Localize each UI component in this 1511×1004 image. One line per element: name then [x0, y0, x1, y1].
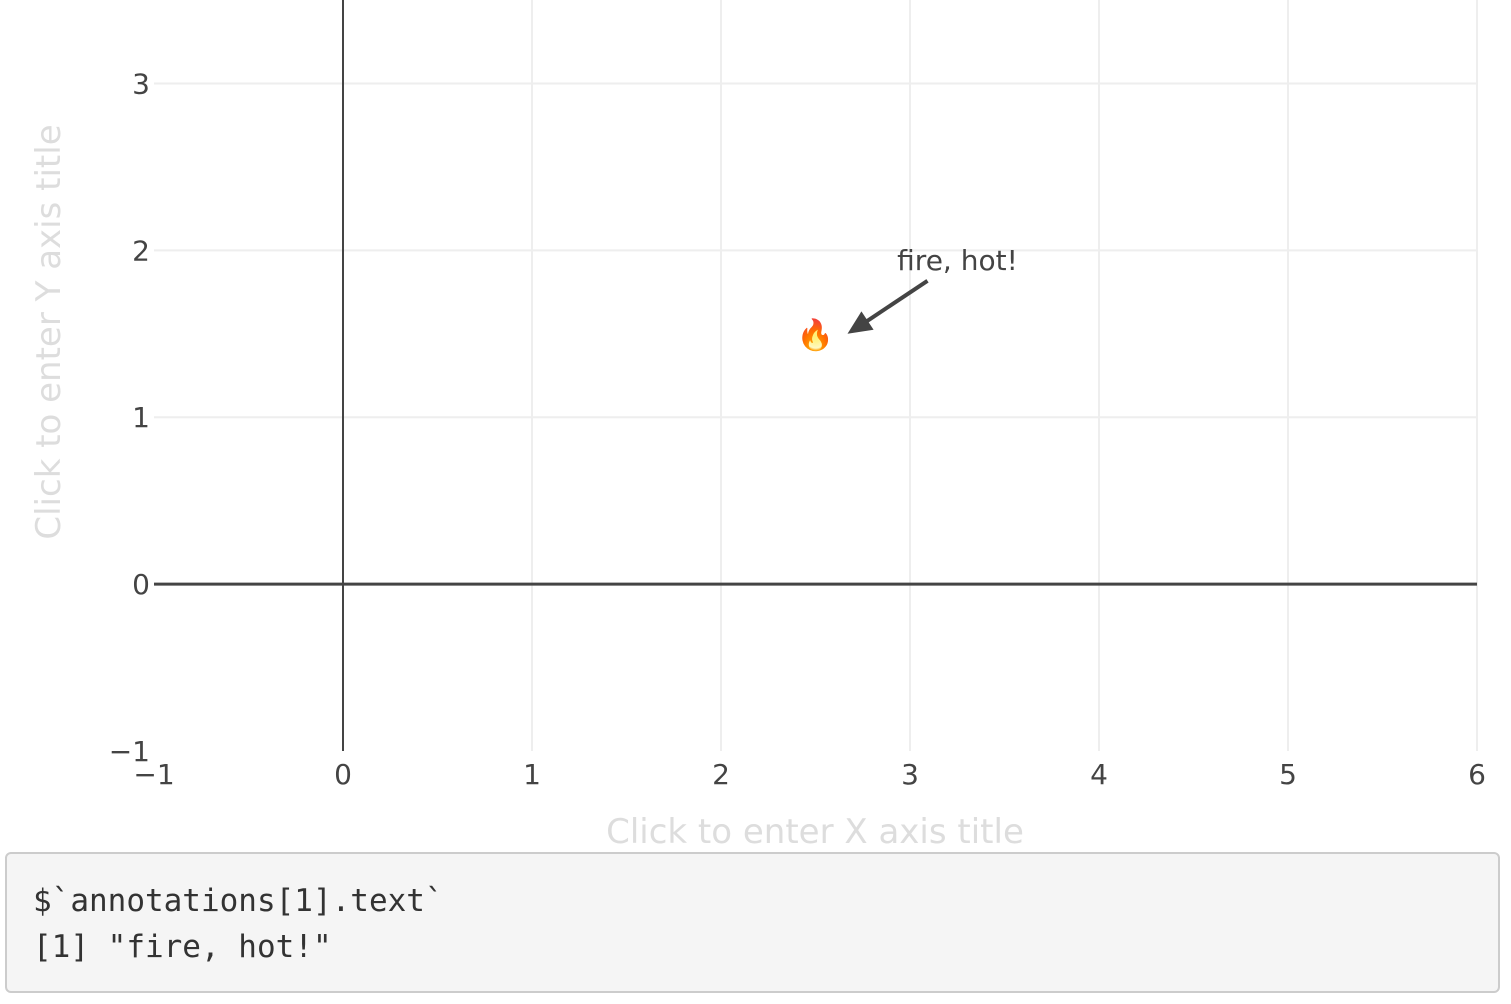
marker-layer: 🔥 [797, 317, 834, 353]
tick-layer: −1 0 1 2 3 4 5 6 −1 0 1 2 3 [109, 67, 1486, 791]
chart-svg[interactable]: −1 0 1 2 3 4 5 6 −1 0 1 2 3 🔥 fire, hot! Click to en… [0, 0, 1511, 850]
plot-area[interactable]: −1 0 1 2 3 4 5 6 −1 0 1 2 3 🔥 fire, hot! Click to en… [0, 0, 1511, 850]
x-tick-label: 1 [523, 758, 541, 791]
x-tick-label: 0 [334, 758, 352, 791]
annotation-arrowhead [847, 311, 874, 334]
x-axis-title[interactable]: Click to enter X axis title [606, 812, 1024, 850]
x-tick-label: 6 [1468, 758, 1486, 791]
console-line-2: [1] "fire, hot!" [33, 929, 332, 965]
y-tick-label: 1 [132, 401, 150, 434]
y-tick-label: −1 [109, 735, 150, 768]
y-axis-title[interactable]: Click to enter Y axis title [29, 124, 69, 539]
x-tick-label: 3 [901, 758, 919, 791]
x-tick-label: 5 [1279, 758, 1297, 791]
annotation-label[interactable]: fire, hot! [897, 244, 1018, 277]
zeroline-layer [154, 0, 1477, 751]
console-line-1: $`annotations[1].text` [33, 883, 444, 919]
grid-layer [154, 0, 1478, 751]
fire-emoji-marker: 🔥 [797, 317, 834, 353]
annotation-layer[interactable]: fire, hot! [847, 244, 1018, 334]
x-tick-label: −1 [133, 758, 174, 791]
x-tick-label: 2 [712, 758, 730, 791]
console-output: $`annotations[1].text` [1] "fire, hot!" [5, 852, 1500, 993]
y-tick-label: 0 [132, 568, 150, 601]
x-tick-label: 4 [1090, 758, 1108, 791]
y-tick-label: 2 [132, 234, 150, 267]
y-tick-label: 3 [132, 67, 150, 100]
